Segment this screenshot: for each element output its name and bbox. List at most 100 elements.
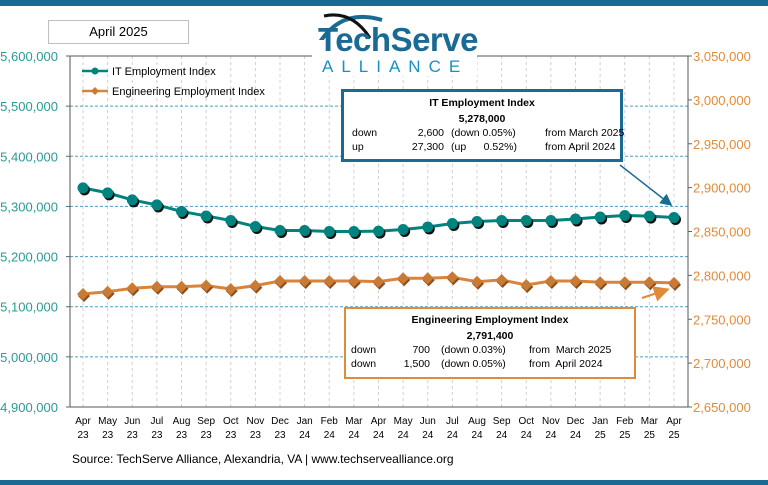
x-axis-tick-label-year: 24 (324, 430, 336, 441)
x-axis-tick-label-month: Aug (468, 416, 486, 427)
x-axis-tick-label-year: 24 (570, 430, 582, 441)
eng-data-point (618, 276, 631, 289)
x-axis-tick-label-year: 24 (348, 430, 360, 441)
eng-data-point (347, 274, 360, 287)
left-axis-tick-label: 5,600,000 (0, 49, 58, 64)
comparison: from March 2025 (545, 127, 625, 139)
right-axis-tick-label: 2,850,000 (693, 225, 751, 240)
eng-data-point (249, 279, 262, 292)
x-axis-tick-label-year: 23 (176, 430, 188, 441)
x-axis-tick-label-month: Aug (173, 416, 191, 427)
x-axis-tick-label-year: 23 (151, 430, 163, 441)
left-axis-tick-label: 5,100,000 (0, 300, 58, 315)
it-data-point (176, 205, 187, 217)
x-axis-tick-label-month: Sep (197, 416, 215, 427)
eng-data-point (471, 275, 483, 288)
x-axis-tick-label-year: 23 (127, 430, 139, 441)
x-axis-tick-label-year: 24 (398, 430, 410, 441)
x-axis-tick-label-year: 25 (644, 430, 656, 441)
comparison: from April 2024 (545, 141, 616, 153)
it-data-point (545, 214, 557, 226)
x-axis-tick-label-year: 25 (668, 430, 680, 441)
eng-box-row: down 1,500 (down 0.05%) from April 2024 (346, 357, 634, 371)
x-axis-tick-label-month: May (394, 416, 413, 427)
it-summary-box: IT Employment Index 5,278,000 down 2,600… (341, 89, 624, 162)
eng-data-point (77, 287, 89, 300)
x-axis-tick-label-year: 23 (77, 430, 89, 441)
it-data-point (397, 223, 409, 235)
eng-callout-arrow (641, 286, 670, 302)
right-axis-tick-label: 2,650,000 (693, 400, 751, 415)
logo-text-alliance: ALLIANCE (322, 57, 469, 76)
it-data-point (373, 225, 384, 237)
techserve-logo: TechServe ALLIANCE (312, 10, 478, 76)
x-axis-tick-label-year: 24 (496, 430, 508, 441)
eng-data-point (495, 273, 508, 286)
it-data-point (619, 209, 631, 221)
eng-data-point (200, 279, 213, 292)
amount: 27,300 (411, 141, 444, 153)
x-axis-tick-label-month: May (98, 416, 117, 427)
legend-label: Engineering Employment Index (112, 86, 265, 98)
x-axis-tick-label-year: 25 (595, 430, 607, 441)
it-data-point (594, 211, 606, 223)
eng-data-point (668, 276, 680, 289)
eng-data-point (421, 272, 434, 285)
x-axis-tick-label-month: Jul (446, 416, 459, 427)
x-axis-tick-label-month: Nov (542, 416, 560, 427)
eng-data-point (323, 274, 336, 287)
amount: 1,500 (403, 358, 430, 370)
x-axis-tick-label-month: Jan (592, 416, 608, 427)
x-axis-tick-label-month: Jun (124, 416, 140, 427)
it-box-title: IT Employment Index (429, 97, 535, 109)
it-data-point (643, 210, 655, 222)
it-data-point (570, 213, 581, 225)
amount: 700 (412, 344, 430, 356)
left-axis-tick-label: 5,400,000 (0, 149, 58, 164)
logo-swoosh-icon (318, 13, 383, 40)
x-axis-tick-label-month: Jun (420, 416, 436, 427)
left-axis-tick-label: 4,900,000 (0, 400, 58, 415)
x-axis-tick-label-month: Jul (150, 416, 163, 427)
right-axis-tick-label: 2,950,000 (693, 137, 751, 152)
x-axis-tick-label-month: Jan (297, 416, 313, 427)
legend-diamond-icon (91, 87, 99, 95)
it-data-point (151, 199, 163, 211)
it-box-row: down 2,600 (down 0.05%) from March 2025 (344, 126, 624, 140)
x-axis-tick-label-year: 23 (225, 430, 237, 441)
eng-data-point (372, 275, 385, 288)
x-axis-tick-label-year: 24 (373, 430, 385, 441)
x-axis-tick-label-month: Mar (345, 416, 363, 427)
eng-data-point (397, 272, 410, 285)
it-callout-arrow (619, 164, 673, 206)
x-axis-tick-label-month: Mar (641, 416, 659, 427)
x-axis-tick-label-month: Apr (371, 416, 387, 427)
legend-circle-icon (91, 67, 99, 75)
it-data-point (77, 182, 89, 194)
it-data-point (668, 211, 680, 223)
right-axis-tick-label: 3,000,000 (693, 93, 751, 108)
x-axis-tick-label-month: Apr (666, 416, 682, 427)
source-note: Source: TechServe Alliance, Alexandria, … (72, 452, 454, 466)
x-axis-tick-label-year: 24 (447, 430, 459, 441)
it-data-point (520, 214, 532, 226)
x-axis-tick-label-month: Dec (567, 416, 585, 427)
it-data-point (225, 214, 237, 226)
x-axis-tick-label-year: 23 (274, 430, 286, 441)
direction: up (352, 141, 364, 153)
percent: (down 0.05%) (451, 127, 516, 139)
it-data-point (102, 187, 114, 199)
it-box-row: up 27,300 (up 0.52%) from April 2024 (344, 140, 620, 154)
x-axis-tick-label-month: Nov (246, 416, 264, 427)
it-data-point (446, 217, 458, 229)
percent: (up 0.52%) (451, 141, 517, 153)
x-axis-tick-label-year: 24 (545, 430, 557, 441)
it-box-value: 5,278,000 (458, 113, 506, 125)
direction: down (351, 344, 377, 356)
it-data-point (422, 221, 434, 233)
x-axis-tick-label-month: Oct (223, 416, 239, 427)
eng-data-point (126, 282, 139, 295)
x-axis-tick-label-year: 24 (471, 430, 483, 441)
